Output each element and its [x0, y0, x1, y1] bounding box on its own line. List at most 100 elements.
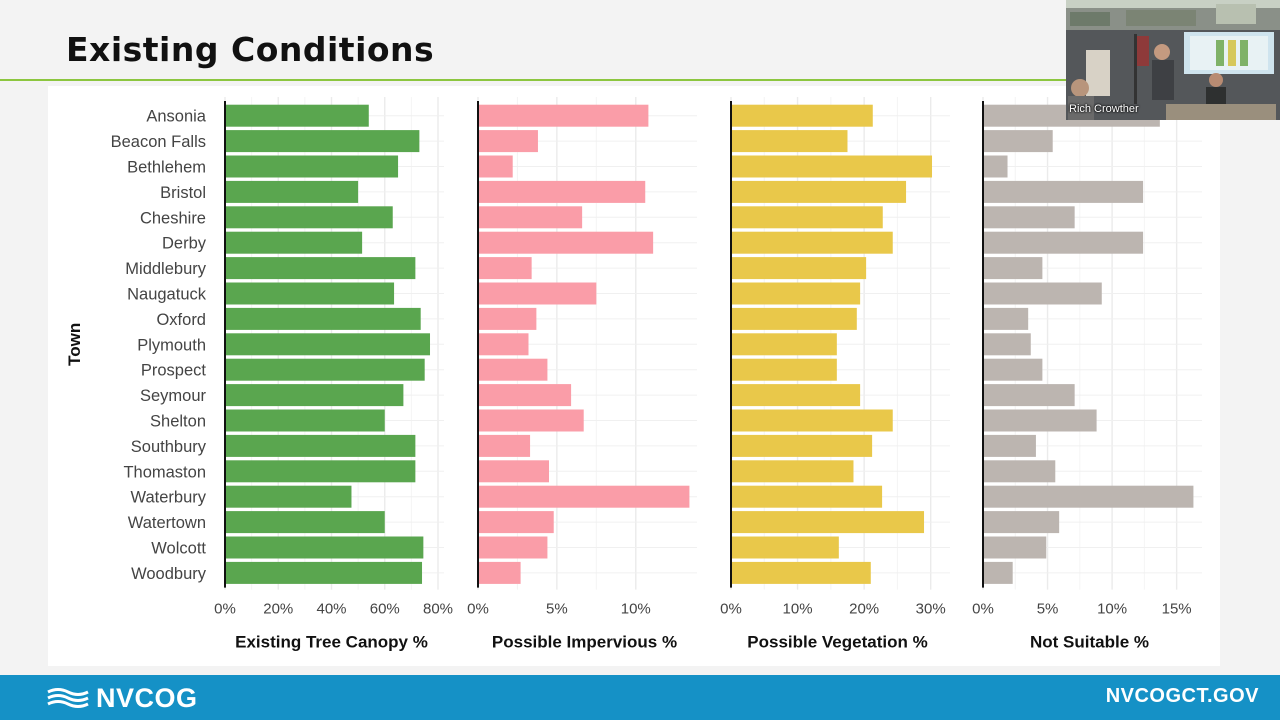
bar [225, 130, 420, 153]
bar [478, 561, 521, 584]
bar [225, 434, 416, 457]
bar [478, 104, 649, 127]
bar [225, 358, 425, 381]
category-label: Naugatuck [127, 286, 207, 304]
bar [731, 307, 857, 330]
bar [225, 231, 363, 254]
x-axis-title: Possible Vegetation % [747, 633, 927, 652]
footer-bar: NVCOG NVCOGCT.GOV [0, 675, 1280, 720]
category-label: Seymour [140, 387, 207, 405]
bar [225, 282, 395, 305]
bar [983, 231, 1144, 254]
bar [478, 155, 513, 178]
bar [731, 384, 861, 407]
x-axis-title: Not Suitable % [1030, 633, 1149, 652]
category-label: Oxford [156, 311, 206, 329]
title-divider [0, 79, 1280, 81]
bar [478, 434, 531, 457]
bar [478, 180, 646, 203]
bar [731, 434, 873, 457]
bar [983, 180, 1144, 203]
category-label: Wolcott [151, 540, 206, 558]
tick-label: 80% [423, 601, 453, 618]
bar [983, 460, 1056, 483]
bar [225, 485, 352, 508]
bar [225, 460, 416, 483]
bar [731, 409, 893, 432]
bar [478, 257, 532, 280]
bar [983, 561, 1013, 584]
category-label: Southbury [131, 438, 207, 456]
category-label: Woodbury [131, 565, 207, 583]
tick-label: 10% [621, 601, 651, 618]
bar [983, 511, 1060, 534]
tick-label: 0% [720, 601, 742, 618]
bar [478, 460, 549, 483]
bar [983, 358, 1043, 381]
tick-label: 5% [546, 601, 568, 618]
tick-label: 10% [1097, 601, 1127, 618]
x-axis-title: Possible Impervious % [492, 633, 677, 652]
bar [983, 130, 1053, 153]
bar [225, 180, 359, 203]
category-label: Bethlehem [127, 159, 206, 177]
bar [478, 307, 537, 330]
tick-label: 20% [263, 601, 293, 618]
website-link[interactable]: NVCOGCT.GOV [1105, 685, 1259, 707]
bar [983, 536, 1047, 559]
bar [731, 460, 854, 483]
bar [731, 511, 925, 534]
bar [478, 384, 572, 407]
tick-label: 40% [316, 601, 346, 618]
category-label: Shelton [150, 413, 206, 431]
category-label: Bristol [160, 184, 206, 202]
bar [478, 206, 583, 229]
tick-label: 0% [467, 601, 489, 618]
bar [983, 282, 1102, 305]
bar [225, 384, 404, 407]
bar [225, 206, 393, 229]
bar [478, 409, 584, 432]
category-label: Prospect [141, 362, 207, 380]
bar [225, 155, 399, 178]
bar [731, 155, 933, 178]
tick-label: 10% [783, 601, 813, 618]
bar [478, 536, 548, 559]
bar [478, 511, 554, 534]
tick-label: 20% [849, 601, 879, 618]
bar [731, 206, 883, 229]
category-label: Ansonia [146, 108, 206, 126]
bar [983, 307, 1029, 330]
bar [225, 333, 431, 356]
bar [983, 409, 1097, 432]
bar [983, 485, 1194, 508]
bar [478, 358, 548, 381]
waves-icon [47, 688, 89, 708]
participant-name: Rich Crowther [1069, 103, 1139, 115]
category-label: Watertown [128, 514, 206, 532]
x-axis-title: Existing Tree Canopy % [235, 633, 428, 652]
tick-label: 0% [214, 601, 236, 618]
video-thumbnail[interactable]: Rich Crowther [1066, 0, 1280, 120]
bar [478, 130, 538, 153]
bar [731, 180, 907, 203]
tick-label: 60% [370, 601, 400, 618]
bar [478, 231, 654, 254]
bar-chart: Town Ansonia Beacon Falls Bethlehem Bristol C… [65, 97, 1202, 652]
bar [478, 282, 597, 305]
category-label: Waterbury [131, 489, 207, 507]
bar [731, 485, 883, 508]
video-feed-image [1066, 0, 1280, 120]
bar [225, 409, 385, 432]
bar [731, 333, 837, 356]
bar [731, 231, 893, 254]
nvcog-logo: NVCOG [46, 683, 198, 713]
chart-panel: Town Ansonia Beacon Falls Bethlehem Bristol C… [48, 86, 1220, 666]
bar [225, 561, 423, 584]
bar [731, 536, 839, 559]
bar [225, 536, 424, 559]
bar [731, 282, 861, 305]
tick-label: 15% [1162, 601, 1192, 618]
category-label: Beacon Falls [111, 133, 206, 151]
bar [225, 307, 421, 330]
